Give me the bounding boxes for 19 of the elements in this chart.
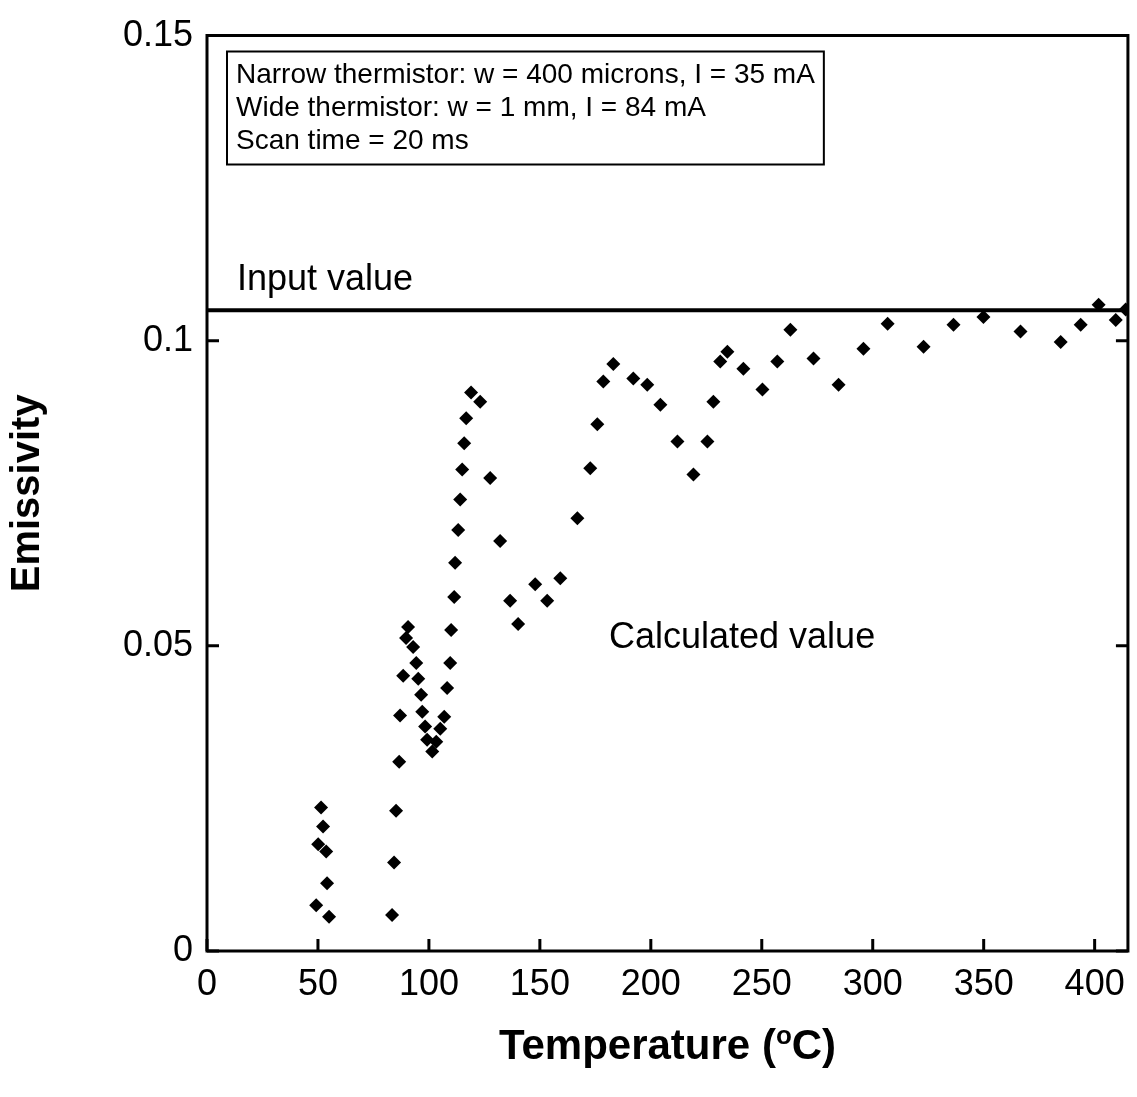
x-tick-label: 300 [842,961,903,1003]
annotation: Narrow thermistor: w = 400 microns, I = 35 mA [236,57,816,89]
ref-line-label: Input value [237,257,414,299]
x-tick-label: 100 [398,961,459,1003]
x-tick-label: 200 [620,961,681,1003]
x-axis-title: Temperature ($^{o}$C) [497,1020,838,1069]
x-tick-label: 250 [731,961,792,1003]
y-tick-label: 0.15 [122,12,193,54]
y-tick-label: 0 [172,927,193,969]
x-tick-label: 350 [953,961,1014,1003]
y-axis-title: Emissivity [3,393,48,593]
annotation: Calculated value [608,614,876,656]
annotation: Wide thermistor: w = 1 mm, I = 84 mA [236,90,707,122]
y-tick-label: 0.1 [142,317,193,359]
annotation: Scan time = 20 ms [236,123,469,155]
x-tick-label: 150 [509,961,570,1003]
y-tick-label: 0.05 [122,622,193,664]
x-tick-label: 50 [297,961,338,1003]
x-tick-label: 400 [1064,961,1125,1003]
